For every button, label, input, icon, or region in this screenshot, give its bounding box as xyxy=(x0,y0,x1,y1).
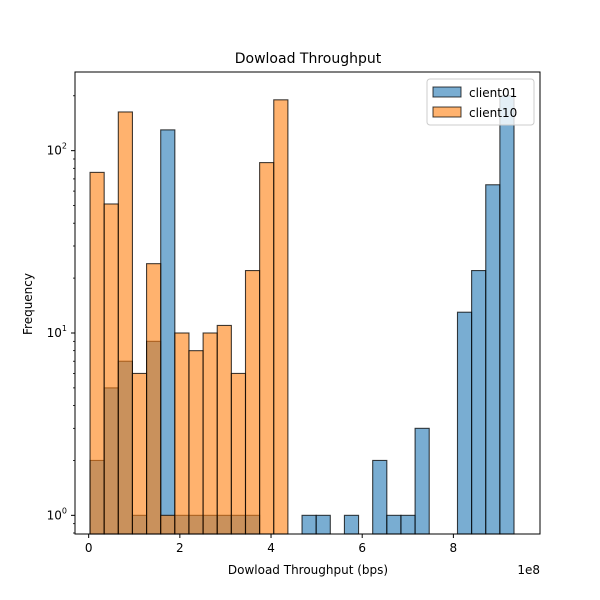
histogram-bar-client10-8 xyxy=(202,332,218,535)
histogram-bar-client01-27 xyxy=(471,270,487,535)
x-tick-label: 4 xyxy=(267,541,275,555)
plot-frame xyxy=(74,71,541,535)
histogram-bar-client01-23 xyxy=(414,427,430,535)
x-axis-label: Dowload Throughput (bps) xyxy=(228,563,388,577)
histogram-bar-client10-11 xyxy=(244,270,261,535)
histogram-bar-client10-0 xyxy=(89,171,105,535)
histogram-bar-client10-6 xyxy=(174,332,190,535)
y-tick-label: 101 xyxy=(47,324,67,340)
x-tick-label: 8 xyxy=(450,541,458,555)
histogram-bar-client10-4 xyxy=(146,263,162,535)
histogram-bar-client10-7 xyxy=(188,350,204,535)
x-tick-label: 0 xyxy=(85,541,93,555)
legend-label-client10: client10 xyxy=(469,106,517,120)
legend: client01 client10 xyxy=(426,78,535,126)
legend-swatch-client10 xyxy=(432,106,462,118)
histogram-bar-client10-2 xyxy=(117,111,133,535)
histogram-bar-client01-22 xyxy=(400,514,416,535)
y-axis-label: Frequency xyxy=(21,273,35,335)
y-tick-label: 100 xyxy=(47,506,67,522)
histogram-bar-client10-12 xyxy=(259,162,275,535)
histogram-bar-client01-29 xyxy=(499,95,515,535)
histogram-bar-client01-15 xyxy=(301,514,317,535)
y-tick-label: 102 xyxy=(47,142,67,158)
histogram-bar-client01-21 xyxy=(386,514,402,535)
histogram-bar-client10-5 xyxy=(160,514,176,535)
legend-label-client01: client01 xyxy=(469,86,517,100)
x-axis-offset-label: 1e8 xyxy=(517,563,540,577)
histogram-bar-client10-9 xyxy=(216,324,232,535)
chart-title: Dowload Throughput xyxy=(235,51,382,67)
histogram-bar-client01-20 xyxy=(372,459,388,535)
histogram-bar-client10-1 xyxy=(103,203,119,535)
x-tick-label: 6 xyxy=(358,541,366,555)
legend-swatch-client01 xyxy=(432,86,462,98)
histogram-bar-client01-28 xyxy=(485,184,501,535)
histogram-bar-client10-3 xyxy=(131,372,148,535)
histogram-bar-client10-13 xyxy=(273,99,289,535)
histogram-bar-client10-10 xyxy=(230,372,247,535)
axes-layer: 0 2 4 6 8 100 101 102 xyxy=(47,71,541,555)
histogram-bar-client01-18 xyxy=(343,514,360,535)
x-tick-label: 2 xyxy=(176,541,184,555)
histogram-bar-client01-16 xyxy=(315,514,331,535)
histogram-bar-client01-5 xyxy=(160,129,176,535)
bars-layer xyxy=(89,95,515,535)
histogram-bar-client01-26 xyxy=(456,311,473,535)
